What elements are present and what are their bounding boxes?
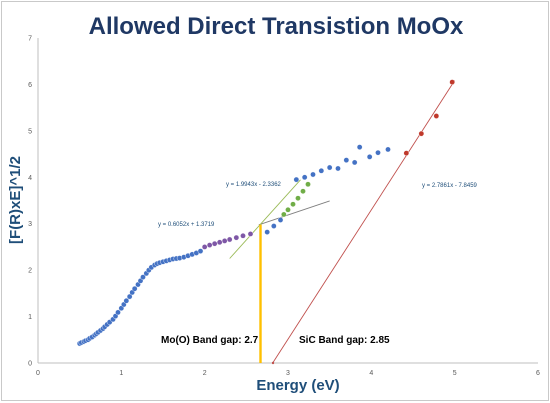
y-tick-label: 7	[28, 36, 32, 43]
trendline-equation: y = 1.9943x - 2.3362	[226, 182, 282, 188]
x-axis-title: Energy (eV)	[256, 377, 339, 394]
data-point	[375, 149, 381, 156]
y-tick-label: 4	[28, 175, 32, 182]
y-tick-label: 5	[28, 128, 32, 135]
band-gap-label: Mo(O) Band gap: 2.7	[161, 335, 259, 346]
band-gap-intercept	[271, 361, 275, 365]
data-point	[240, 232, 246, 239]
data-point	[123, 297, 130, 304]
trendlines	[229, 80, 456, 363]
data-point	[131, 285, 138, 292]
data-point	[356, 144, 363, 150]
data-point	[301, 174, 308, 181]
trendline	[229, 179, 301, 259]
data-point	[351, 159, 358, 166]
trendline-equation: y = 0.6052x + 1.3719	[158, 222, 215, 228]
data-point	[197, 248, 204, 254]
y-tick-label: 2	[28, 268, 32, 275]
data-point	[293, 176, 300, 183]
band-gap-label: SiC Band gap: 2.85	[299, 335, 390, 346]
data-point	[233, 234, 240, 241]
band-gap-markers	[259, 224, 275, 365]
x-tick-label: 6	[536, 370, 540, 377]
annotations: y = 0.6052x + 1.3719 y = 1.9943x - 2.3362…	[158, 182, 478, 346]
data-point	[290, 201, 296, 208]
data-point	[449, 79, 455, 85]
y-axis-title: [F(R)xE]^1/2	[7, 156, 24, 244]
trendline	[272, 80, 456, 363]
data-point	[277, 217, 284, 223]
chart-title: Allowed Direct Transistion MoOx	[89, 13, 464, 40]
data-point	[300, 188, 306, 195]
x-tick-label: 5	[453, 370, 457, 377]
x-tick-label: 1	[119, 370, 123, 377]
data-point	[271, 223, 277, 229]
data-point	[305, 181, 311, 188]
data-point	[140, 274, 146, 280]
data-point	[216, 239, 223, 246]
data-point	[335, 165, 341, 172]
data-point	[126, 293, 133, 300]
data-point	[247, 231, 254, 237]
data-point	[221, 238, 228, 244]
data-point	[206, 242, 213, 248]
data-point	[366, 154, 373, 160]
y-tick-label: 3	[28, 221, 32, 228]
data-point	[343, 157, 350, 163]
x-tick-label: 2	[203, 370, 207, 377]
data-point	[201, 244, 208, 250]
data-point	[310, 171, 316, 178]
data-point	[418, 130, 425, 137]
trendline-equation: y = 2.7861x - 7.8459	[422, 183, 478, 189]
data-points	[76, 79, 455, 347]
trendline	[258, 200, 330, 226]
data-point	[326, 164, 333, 171]
y-tick-label: 0	[28, 361, 32, 368]
data-point	[226, 236, 233, 243]
data-point	[285, 206, 291, 213]
data-point	[318, 167, 325, 174]
data-point	[433, 113, 440, 119]
data-point	[385, 146, 391, 153]
data-point	[115, 309, 121, 316]
x-tick-label: 3	[286, 370, 290, 377]
data-point	[403, 150, 410, 156]
data-point	[264, 229, 270, 235]
y-tick-label: 1	[28, 314, 32, 321]
x-tick-label: 0	[36, 370, 40, 377]
x-tick-label: 4	[369, 370, 373, 377]
data-point	[281, 211, 287, 218]
axes: 0 1 2 3 4 5 6 0 1 2 3 4 5 6 7	[28, 36, 540, 378]
data-point	[295, 195, 301, 201]
data-point	[211, 240, 218, 247]
y-tick-label: 6	[28, 82, 32, 89]
